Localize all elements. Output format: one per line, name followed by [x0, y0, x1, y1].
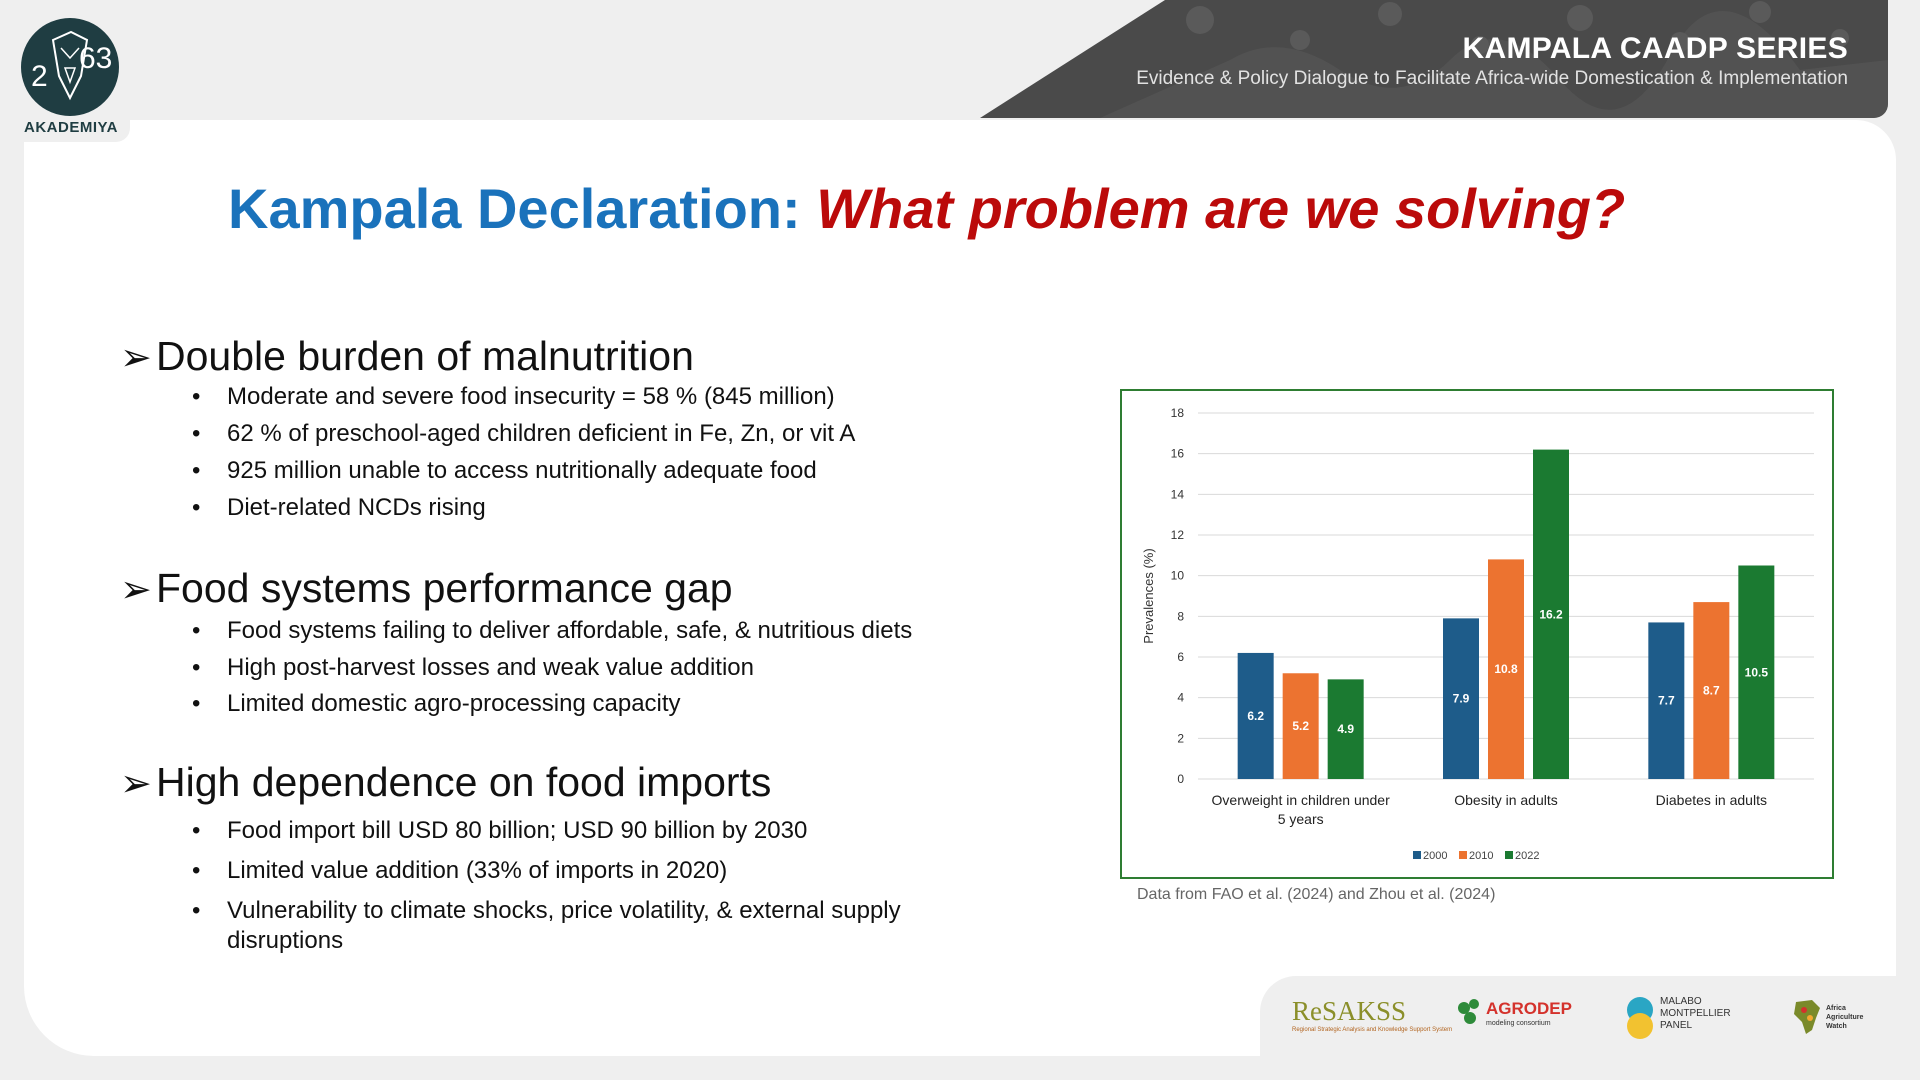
- series-banner: KAMPALA CAADP SERIES Evidence & Policy D…: [980, 0, 1888, 118]
- bar: [1533, 449, 1569, 779]
- bullet-list: • Food systems failing to deliver afforda…: [192, 616, 982, 719]
- slide-title: Kampala Declaration: What problem are we…: [228, 176, 1625, 241]
- list-item: • High post-harvest losses and weak value…: [192, 654, 754, 681]
- y-tick-label: 0: [1177, 772, 1184, 786]
- legend-label: 2000: [1423, 850, 1447, 862]
- list-item: • Diet-related NCDs rising: [192, 494, 486, 521]
- data-label: 10.5: [1745, 665, 1769, 679]
- bar: [1327, 679, 1364, 779]
- section-heading: ➢ Double burden of malnutrition: [120, 333, 694, 379]
- logo-wordmark: AKADEMIYA: [24, 119, 118, 136]
- y-tick-label: 10: [1171, 569, 1185, 583]
- malabo-montpellier-logo: MALABO MONTPELLIER PANEL: [1624, 996, 1731, 1039]
- list-item: • Limited value addition (33% of imports …: [192, 857, 728, 884]
- akademiya-logo: 2 63 AKADEMIYA: [12, 8, 130, 142]
- x-category-label: Overweight in children under: [1212, 792, 1391, 808]
- bar: [1282, 673, 1319, 779]
- title-part-2: What problem are we solving?: [816, 177, 1626, 240]
- africa-agriculture-watch-logo: Africa Agriculture Watch: [1790, 996, 1863, 1036]
- bar: [1738, 565, 1775, 779]
- list-item: • Moderate and severe food insecurity = 5…: [192, 383, 835, 410]
- y-tick-label: 6: [1177, 650, 1184, 664]
- data-label: 4.9: [1337, 722, 1354, 736]
- x-category-label: 5 years: [1278, 811, 1324, 827]
- agrodep-icon: [1458, 999, 1479, 1024]
- y-tick-label: 8: [1177, 609, 1184, 623]
- legend-swatch: [1459, 851, 1467, 859]
- bar: [1693, 602, 1730, 779]
- data-label: 7.7: [1658, 694, 1675, 708]
- partner-logos: ReSAKSS Regional Strategic Analysis and …: [1260, 976, 1896, 1056]
- x-category-label: Diabetes in adults: [1656, 792, 1767, 808]
- y-axis-label: Prevalences (%): [1141, 548, 1156, 643]
- list-item: • Vulnerability to climate shocks, price …: [192, 897, 901, 954]
- section-heading: ➢ Food systems performance gap: [120, 565, 733, 611]
- arrow-bullet-icon: ➢: [120, 337, 152, 379]
- chart-svg: 0 2 4 6 8 10 12 14 16 18 Prevalences (%) 6.2 5.2 4.9 O…: [1141, 406, 1814, 862]
- bar: [1443, 618, 1479, 779]
- y-tick-label: 12: [1171, 528, 1185, 542]
- y-tick-label: 4: [1177, 691, 1184, 705]
- logo-emblem: 2 63: [21, 18, 119, 116]
- legend-label: 2022: [1515, 850, 1539, 862]
- legend-label: 2010: [1469, 850, 1493, 862]
- legend-swatch: [1413, 851, 1421, 859]
- bullet-list: • Food import bill USD 80 billion; USD 90…: [192, 816, 982, 956]
- section-food-imports: ➢ High dependence on food imports • Food i…: [120, 759, 982, 956]
- list-item: • Food systems failing to deliver afforda…: [192, 617, 913, 644]
- prevalence-chart: 0 2 4 6 8 10 12 14 16 18 Prevalences (%) 6.2 5.2 4.9 O…: [1120, 389, 1834, 879]
- list-item: • Limited domestic agro-processing capaci…: [192, 690, 681, 717]
- title-part-1: Kampala Declaration:: [228, 177, 817, 240]
- agrodep-logo: AGRODEP modeling consortium: [1456, 996, 1572, 1036]
- x-category-label: Obesity in adults: [1454, 792, 1558, 808]
- resakss-logo: ReSAKSS Regional Strategic Analysis and …: [1292, 996, 1453, 1033]
- legend-swatch: [1505, 851, 1513, 859]
- section-malnutrition: ➢ Double burden of malnutrition • Moderate…: [120, 333, 982, 523]
- svg-text:2: 2: [31, 60, 48, 93]
- africa-map-icon: [1794, 1000, 1820, 1034]
- bar: [1488, 559, 1524, 779]
- data-label: 7.9: [1453, 692, 1470, 706]
- banner-subtitle: Evidence & Policy Dialogue to Facilitate…: [1136, 68, 1848, 89]
- data-label: 6.2: [1247, 709, 1264, 723]
- list-item: • Food import bill USD 80 billion; USD 90…: [192, 817, 808, 844]
- section-heading: ➢ High dependence on food imports: [120, 759, 772, 805]
- section-performance-gap: ➢ Food systems performance gap • Food syst…: [120, 565, 982, 719]
- bullet-list: • Moderate and severe food insecurity = 5…: [192, 382, 982, 523]
- arrow-bullet-icon: ➢: [120, 569, 152, 611]
- list-item: • 62 % of preschool-aged children deficie…: [192, 420, 856, 447]
- list-item: • 925 million unable to access nutritiona…: [192, 457, 817, 484]
- data-label: 10.8: [1494, 662, 1518, 676]
- banner-title: KAMPALA CAADP SERIES: [1462, 32, 1848, 65]
- y-tick-label: 18: [1171, 406, 1185, 420]
- malabo-icon: [1627, 997, 1653, 1039]
- data-label: 8.7: [1703, 684, 1720, 698]
- data-label: 16.2: [1539, 607, 1563, 621]
- y-tick-label: 2: [1177, 731, 1184, 745]
- y-tick-label: 16: [1171, 447, 1185, 461]
- bar: [1237, 652, 1274, 779]
- source-note: Data from FAO et al. (2024) and Zhou et …: [1137, 886, 1496, 903]
- arrow-bullet-icon: ➢: [120, 763, 152, 805]
- data-label: 5.2: [1292, 719, 1309, 733]
- y-tick-label: 14: [1171, 487, 1185, 501]
- bar: [1648, 622, 1685, 779]
